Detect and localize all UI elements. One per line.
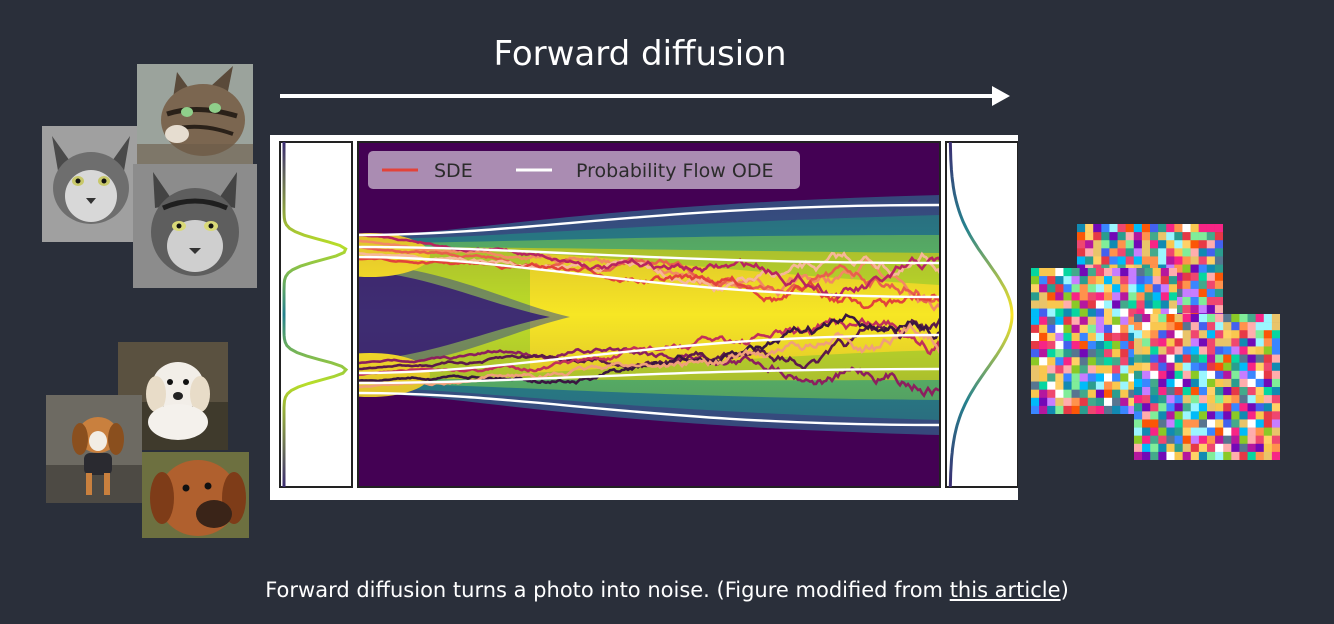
ode-trajectory: [358, 391, 940, 427]
cat-photo-2: [137, 64, 253, 164]
legend: SDE Probability Flow ODE: [368, 151, 800, 189]
caption-text: Forward diffusion turns a photo into noi…: [265, 578, 950, 602]
forward-arrow-icon: [280, 86, 1010, 106]
sde-legend-label: SDE: [434, 160, 473, 182]
caption-suffix: ): [1060, 578, 1069, 602]
sde-trajectory: [358, 346, 940, 399]
ode-trajectory: [358, 333, 940, 375]
ode-trajectory: [358, 203, 940, 237]
figure-caption: Forward diffusion turns a photo into noi…: [0, 578, 1334, 602]
diffusion-plot: SDE Probability Flow ODE: [270, 135, 1018, 500]
ode-trajectory: [358, 255, 940, 299]
figure-title: Forward diffusion: [493, 34, 787, 74]
prior-density-panel: [945, 141, 1018, 488]
sde-trajectory: [358, 318, 940, 372]
dog-photo-3: [142, 452, 249, 538]
article-link[interactable]: this article: [949, 578, 1061, 602]
diffusion-plot-canvas: SDE Probability Flow ODE: [279, 141, 1018, 488]
sde-trajectory: [358, 251, 940, 293]
cat-photo-1: [42, 126, 140, 242]
initial-density-panel: [279, 141, 353, 488]
prior-density-curve: [948, 141, 1014, 488]
ode-trajectories: [358, 203, 940, 427]
noise-image-3: [1134, 314, 1280, 460]
ode-trajectory: [358, 245, 940, 265]
ode-trajectory: [358, 367, 940, 385]
initial-density-curve: [282, 142, 349, 487]
dog-photo-2: [46, 395, 142, 503]
cat-photo-3: [133, 164, 257, 288]
ode-legend-label: Probability Flow ODE: [576, 160, 773, 182]
